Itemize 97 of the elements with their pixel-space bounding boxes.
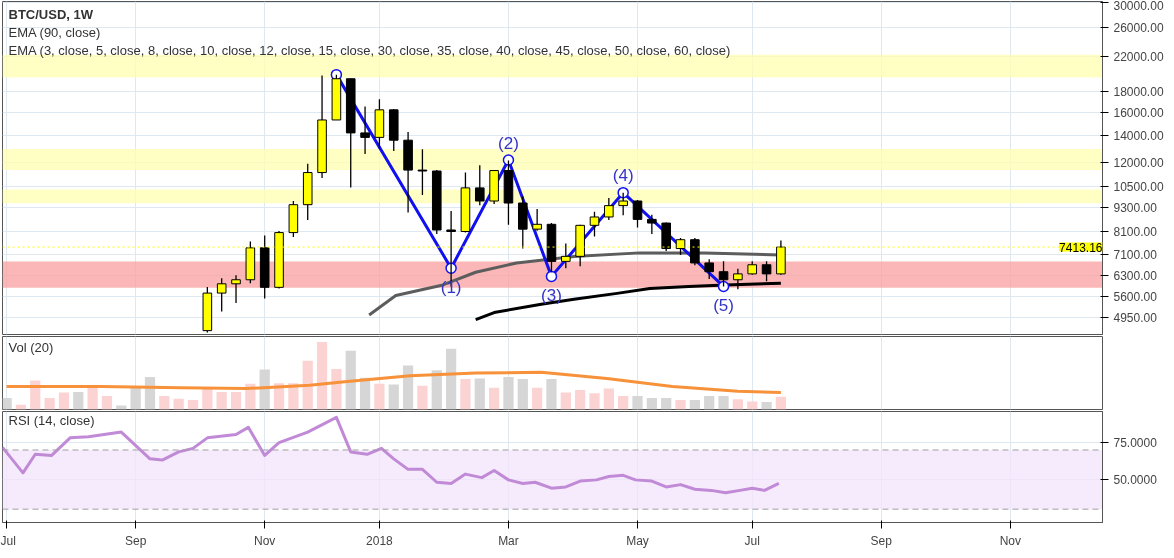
bar	[489, 387, 500, 410]
y-tick-label: 30000.00	[1113, 0, 1164, 13]
candlestick	[417, 148, 428, 196]
line-series	[2, 415, 781, 495]
annotation: (4)	[612, 166, 634, 186]
bar	[58, 392, 70, 410]
bar	[646, 398, 657, 410]
bar	[216, 391, 227, 410]
bar	[230, 391, 242, 410]
x-tick-label: Mar	[498, 533, 519, 548]
y-tick-label: 22000.00	[1113, 49, 1164, 64]
bar	[2, 398, 12, 410]
chart-title: Vol (20)	[8, 339, 54, 355]
bar	[345, 350, 356, 410]
bar	[388, 384, 399, 410]
annotation: EMA (90, close)	[8, 24, 101, 40]
y-tick-label: 7100.00	[1113, 248, 1158, 263]
point	[617, 186, 629, 199]
bar	[775, 396, 787, 410]
candlestick	[231, 274, 241, 304]
y-tick-label: 16000.00	[1113, 105, 1164, 120]
y-tick-label: 4950.00	[1113, 311, 1158, 326]
y-tick-label: 10500.00	[1113, 179, 1164, 194]
y-tick-label: 9300.00	[1113, 200, 1158, 215]
y-tick-label: 8100.00	[1113, 225, 1158, 240]
annotation: (3)	[541, 285, 562, 305]
candlestick	[632, 199, 643, 229]
bar	[302, 360, 313, 410]
bar	[761, 402, 772, 410]
point	[545, 270, 558, 283]
x-tick-label: 2018	[366, 533, 394, 548]
x-tick-label: Nov	[999, 533, 1021, 548]
bar	[704, 395, 715, 410]
annotation: (5)	[713, 295, 734, 315]
bar	[532, 387, 543, 410]
bar	[460, 379, 471, 410]
bar	[546, 379, 557, 410]
candlestick	[532, 208, 542, 232]
ref-line-label: 7413.16	[1059, 240, 1103, 255]
bar	[116, 405, 127, 410]
annotation: EMA (3, close, 5, close, 8, close, 10, close, 12, close, 15, close, 30, close, 35, close, 40, close, 45, close, 50, close, 60, close)	[8, 42, 731, 58]
bar	[474, 378, 485, 410]
x-tick-label: May	[626, 533, 649, 548]
point	[717, 280, 730, 293]
chart-title: RSI (14, close)	[8, 412, 95, 428]
candlestick	[216, 277, 227, 313]
bar	[101, 395, 113, 410]
bar	[732, 399, 743, 410]
bar	[675, 400, 686, 410]
candlestick	[690, 237, 700, 266]
y-tick-label: 26000.00	[1113, 20, 1164, 35]
bar	[331, 368, 342, 410]
bar	[187, 400, 199, 410]
bar	[417, 385, 428, 410]
bar	[374, 383, 385, 410]
y-tick-label: 18000.00	[1113, 85, 1164, 100]
bar	[560, 392, 571, 410]
candlestick	[589, 211, 600, 238]
x-tick-label: Jul	[0, 533, 16, 548]
x-tick-label: Sep	[124, 533, 147, 548]
bar	[445, 348, 457, 410]
annotation: (1)	[440, 277, 462, 297]
chart-title: BTC/USD, 1W	[8, 6, 94, 22]
x-tick-label: Jul	[744, 533, 760, 548]
bar	[44, 398, 55, 410]
y-tick-label: 75.0000	[1113, 436, 1158, 451]
candlestick	[360, 105, 370, 155]
bar	[173, 398, 184, 410]
bar	[316, 341, 328, 410]
point	[502, 154, 515, 166]
y-tick-label: 14000.00	[1113, 129, 1164, 144]
annotation: (2)	[498, 133, 519, 153]
bar	[73, 391, 84, 410]
y-tick-label: 5600.00	[1113, 289, 1158, 304]
bar	[575, 389, 586, 410]
bar	[130, 387, 141, 410]
x-tick-label: Sep	[870, 533, 893, 548]
candlestick	[604, 197, 614, 221]
bar	[689, 400, 700, 410]
bar	[747, 401, 758, 410]
candlestick	[647, 214, 657, 235]
bar	[589, 393, 600, 410]
candlestick	[704, 258, 715, 280]
y-tick-label: 50.0000	[1113, 473, 1158, 488]
y-tick-label: 12000.00	[1113, 156, 1164, 171]
bar	[618, 395, 629, 410]
bar	[431, 370, 442, 410]
bar	[718, 395, 729, 410]
bar	[632, 395, 643, 410]
bar	[517, 379, 528, 410]
bar	[159, 395, 170, 410]
bar	[661, 398, 672, 410]
x-tick-label: Nov	[254, 533, 276, 548]
bar	[603, 388, 614, 410]
bar	[503, 377, 514, 410]
candlestick	[474, 164, 485, 206]
y-tick-label: 6300.00	[1113, 269, 1158, 284]
